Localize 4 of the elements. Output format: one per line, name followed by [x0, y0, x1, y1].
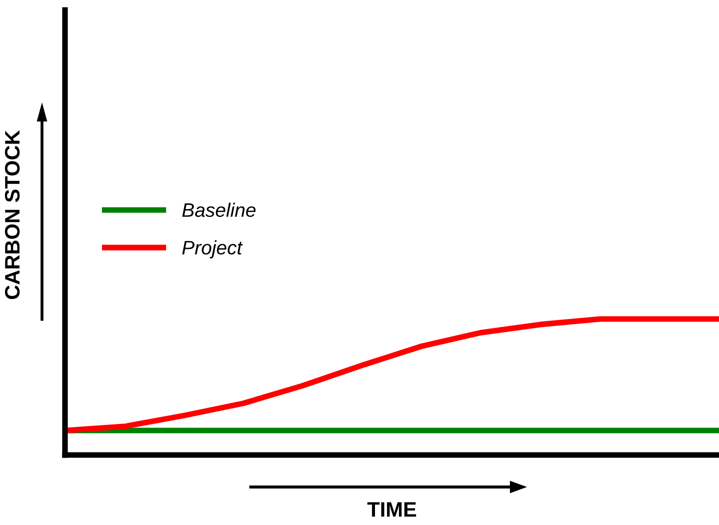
y-axis-title: CARBON STOCK — [4, 130, 20, 300]
x-axis-title: TIME — [367, 502, 416, 517]
legend-label: Baseline — [182, 202, 256, 217]
legend-label: Project — [182, 240, 243, 258]
